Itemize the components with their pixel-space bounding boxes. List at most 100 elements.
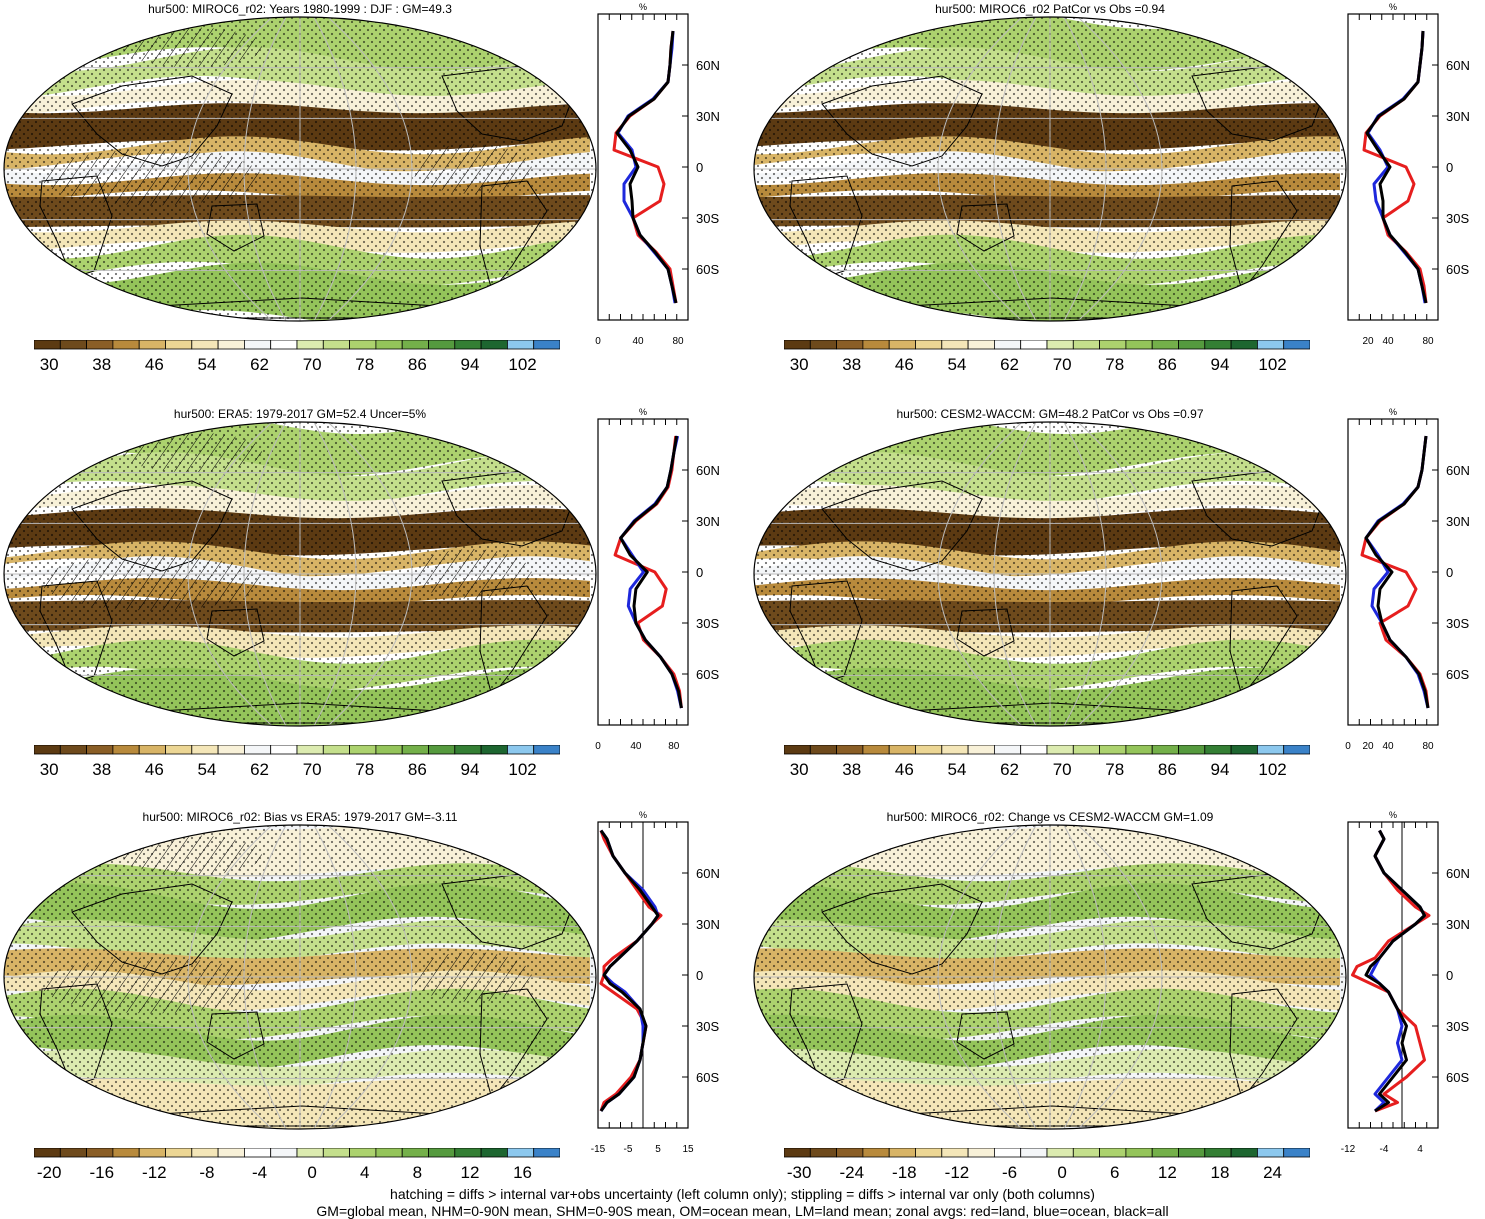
zonal-x-tick-label: 20 (1362, 741, 1374, 752)
colorbar-swatch (1256, 1148, 1285, 1158)
lat-tick-label: 60N (696, 866, 720, 881)
colorbar-tick-label: -18 (892, 1163, 917, 1182)
panel-4: hur500: CESM2-WACCM: GM=48.2 PatCor vs O… (750, 407, 1485, 812)
map-field (4, 422, 596, 726)
colorbar-swatch (809, 340, 837, 350)
colorbar-swatch (375, 340, 403, 350)
zonal-x-tick-label: 80 (672, 336, 684, 347)
colorbar-swatch (217, 745, 245, 755)
colorbar-swatch (1283, 340, 1310, 350)
colorbar-swatch (428, 745, 456, 755)
colorbar-tick-label: 70 (1053, 760, 1072, 779)
colorbar-tick-label: 70 (303, 355, 322, 374)
lat-tick-label: 30S (696, 211, 719, 226)
lat-tick-label: 0 (696, 160, 703, 175)
colorbar-tick-label: 102 (1258, 760, 1286, 779)
map-field (4, 17, 596, 321)
coastline (479, 180, 548, 293)
lat-tick-label: 60N (696, 463, 720, 478)
colorbar-swatch (1283, 1148, 1310, 1158)
colorbar-swatch (165, 745, 193, 755)
colorbar-tick-label: 30 (40, 760, 59, 779)
graticule-meridian (1062, 825, 1107, 1129)
graticule-meridian (312, 422, 357, 726)
colorbar-tick-label: 102 (508, 760, 536, 779)
zonal-unit-label: % (639, 810, 647, 820)
zonal-unit-label: % (639, 2, 647, 12)
zonal-line-all (1364, 829, 1426, 1113)
colorbar-tick-label: 70 (303, 760, 322, 779)
colorbar-tick-label: 18 (1210, 1163, 1229, 1182)
colorbar-swatch (862, 745, 890, 755)
zonal-x-tick-label: 15 (682, 1144, 694, 1155)
footer-note-legend: GM=global mean, NHM=0-90N mean, SHM=0-90… (316, 1203, 1169, 1219)
colorbar-swatch (165, 340, 193, 350)
map-title: hur500: MIROC6_r02: Years 1980-1999 : DJ… (148, 2, 452, 16)
coastline (1229, 585, 1298, 698)
zonal-x-tick-label: 80 (1422, 336, 1434, 347)
colorbar-swatch (1099, 1148, 1127, 1158)
zonal-unit-label: % (1389, 407, 1397, 417)
colorbar-tick-label: 38 (842, 760, 861, 779)
colorbar-swatch (1283, 745, 1310, 755)
colorbar-swatch (915, 1148, 943, 1158)
zonal-x-tick-label: 0 (1345, 741, 1351, 752)
colorbar-swatch (86, 1148, 114, 1158)
lat-tick-label: 60N (696, 58, 720, 73)
zonal-average-plot: % 60N 30N 0 30S 60S 0 20 40 80 (1345, 407, 1470, 752)
map-outline (753, 16, 1347, 322)
colorbar-tick-label: 78 (355, 355, 374, 374)
colorbar-swatch (941, 745, 969, 755)
lat-tick-label: 60S (696, 667, 719, 682)
colorbar-swatch (428, 340, 456, 350)
graticule-meridian (993, 422, 1038, 726)
colorbar-tick-label: 0 (1057, 1163, 1066, 1182)
graticule-meridian (187, 422, 274, 726)
colorbar-tick-label: 94 (460, 355, 479, 374)
colorbar-tick-label: 94 (1210, 355, 1229, 374)
colorbar-swatch (1125, 1148, 1153, 1158)
graticule-meridian (1062, 17, 1107, 321)
colorbar-tick-label: 6 (1110, 1163, 1119, 1182)
colorbar-swatch (1072, 1148, 1100, 1158)
graticule-meridian (1076, 422, 1163, 726)
colorbar-swatch (1072, 745, 1100, 755)
map-outline (3, 16, 597, 322)
colorbar-swatch (112, 340, 140, 350)
colorbar-tick-label: 102 (508, 355, 536, 374)
map-title: hur500: ERA5: 1979-2017 GM=52.4 Uncer=5% (173, 407, 427, 421)
colorbar-swatch (915, 340, 943, 350)
zonal-line-all (1365, 30, 1428, 304)
panel-2: hur500: MIROC6_r02 PatCor vs Obs =0.94 %… (750, 2, 1485, 407)
zonal-line-land (1351, 829, 1431, 1113)
colorbar-swatch (59, 745, 87, 755)
map-field (754, 17, 1346, 321)
footer-note-hatching: hatching = diffs > internal var+obs unce… (390, 1186, 1095, 1202)
colorbar-swatch (480, 340, 508, 350)
map-title: hur500: MIROC6_r02 PatCor vs Obs =0.94 (935, 2, 1165, 16)
zonal-x-tick-label: 40 (632, 336, 644, 347)
colorbar-swatch (59, 340, 87, 350)
zonal-plot-frame (1347, 13, 1439, 321)
colorbar-swatch (349, 340, 377, 350)
zonal-average-plot: % 60N 30N 0 30S 60S 0 40 80 (595, 2, 720, 347)
colorbar-tick-label: 4 (360, 1163, 369, 1182)
colorbar-swatch (967, 745, 995, 755)
coastline (956, 608, 1015, 657)
zonal-x-tick-label: -4 (1380, 1144, 1389, 1155)
colorbar: 303846546270788694102110 (34, 745, 560, 779)
lat-tick-label: 0 (1446, 968, 1453, 983)
colorbar-swatch (138, 340, 166, 350)
colorbar-swatch (428, 1148, 456, 1158)
graticule-meridian (312, 17, 357, 321)
colorbar-tick-label: 54 (947, 760, 966, 779)
colorbar-swatch (1178, 745, 1206, 755)
colorbar-swatch (243, 745, 272, 755)
hatching-region (42, 554, 262, 611)
colorbar-swatch (34, 745, 61, 755)
colorbar-tick-label: 78 (355, 760, 374, 779)
zonal-unit-label: % (1389, 2, 1397, 12)
lat-tick-label: 60S (696, 1070, 719, 1085)
graticule-meridian (312, 825, 357, 1129)
colorbar-swatch (1020, 340, 1048, 350)
